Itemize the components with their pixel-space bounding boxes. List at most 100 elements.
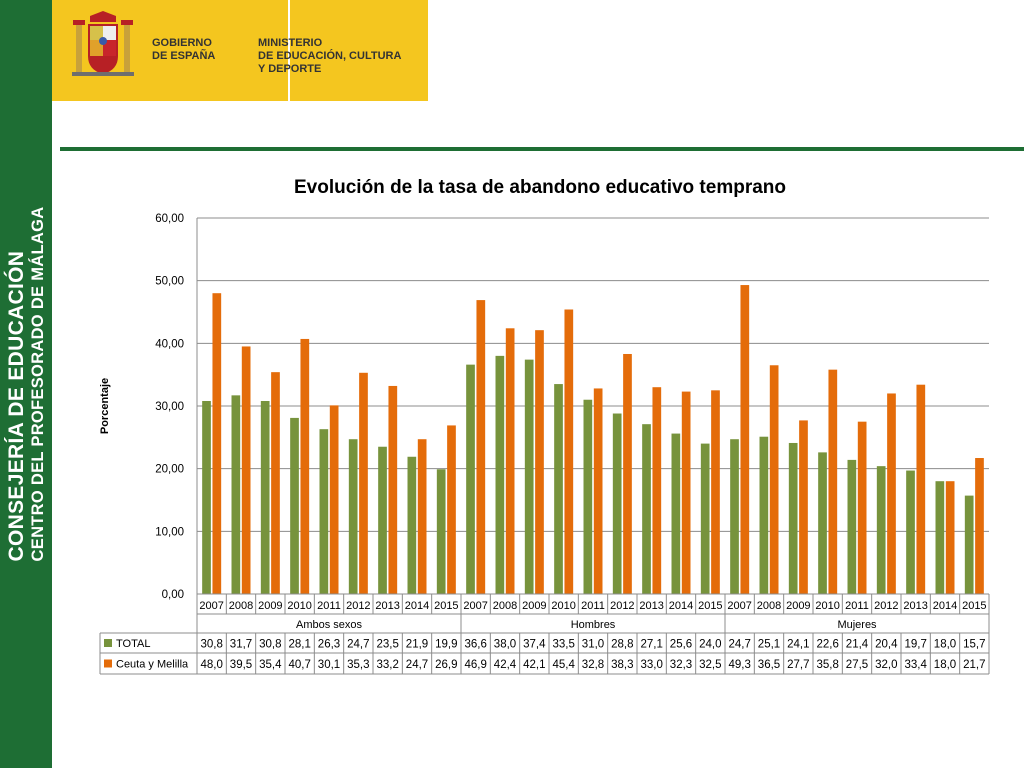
bar-ceuta-melilla <box>505 328 515 594</box>
bar-ceuta-melilla <box>828 369 838 594</box>
data-table-value: 21,4 <box>846 639 869 651</box>
bar-total <box>495 355 505 594</box>
bar-total <box>612 413 622 594</box>
bar-total <box>847 459 857 594</box>
y-tick-label: 30,00 <box>155 401 184 413</box>
data-table-value: 19,7 <box>904 639 926 651</box>
x-tick-label: 2009 <box>258 600 282 612</box>
bar-ceuta-melilla <box>212 293 222 594</box>
data-table-value: 42,1 <box>523 659 545 671</box>
data-table-value: 22,6 <box>816 639 838 651</box>
data-table-value: 33,2 <box>376 659 398 671</box>
data-table-value: 31,0 <box>582 639 604 651</box>
bar-total <box>700 443 710 594</box>
bar-ceuta-melilla <box>711 390 720 594</box>
data-table-value: 30,8 <box>259 639 281 651</box>
bar-total <box>378 446 387 594</box>
x-tick-label: 2008 <box>229 600 253 612</box>
legend-label: Ceuta y Melilla <box>116 659 189 671</box>
x-tick-label: 2015 <box>698 600 722 612</box>
bar-ceuta-melilla <box>447 425 456 594</box>
data-table-value: 25,1 <box>758 639 780 651</box>
bar-total <box>583 399 593 594</box>
government-logo-box: GOBIERNO DE ESPAÑA MINISTERIO DE EDUCACI… <box>52 0 428 101</box>
bar-ceuta-melilla <box>388 385 398 594</box>
bar-total <box>759 436 769 594</box>
x-tick-label: 2014 <box>669 600 693 612</box>
x-tick-label: 2010 <box>287 600 311 612</box>
x-tick-label: 2009 <box>786 600 810 612</box>
x-tick-label: 2008 <box>757 600 781 612</box>
data-table-value: 23,5 <box>376 639 398 651</box>
data-table-value: 27,7 <box>787 659 809 671</box>
data-table-value: 37,4 <box>523 639 546 651</box>
x-tick-label: 2012 <box>610 600 634 612</box>
y-tick-label: 0,00 <box>162 589 184 601</box>
bar-total <box>730 439 739 594</box>
header-rule <box>60 147 1024 151</box>
bar-total <box>407 456 417 594</box>
bar-total <box>906 470 915 594</box>
bar-ceuta-melilla <box>681 391 691 594</box>
bar-ceuta-melilla <box>945 481 955 594</box>
x-tick-label: 2012 <box>346 600 370 612</box>
data-table-value: 49,3 <box>728 659 750 671</box>
data-table-value: 26,9 <box>435 659 457 671</box>
bar-ceuta-melilla <box>799 420 808 594</box>
bar-total <box>554 384 563 594</box>
data-table-value: 48,0 <box>200 659 222 671</box>
data-table-value: 25,6 <box>670 639 692 651</box>
bar-ceuta-melilla <box>241 346 251 594</box>
data-table-value: 27,1 <box>640 639 662 651</box>
data-table-value: 38,0 <box>494 639 516 651</box>
y-tick-label: 10,00 <box>155 526 184 538</box>
bar-ceuta-melilla <box>975 458 984 594</box>
x-tick-label: 2015 <box>434 600 458 612</box>
data-table-value: 33,0 <box>640 659 662 671</box>
data-table-value: 24,1 <box>787 639 809 651</box>
bar-total <box>524 359 534 594</box>
bar-total <box>231 395 241 594</box>
bar-total <box>319 429 329 594</box>
data-table-value: 27,5 <box>846 659 868 671</box>
bar-total <box>935 481 945 594</box>
bar-ceuta-melilla <box>359 372 368 594</box>
data-table-value: 42,4 <box>494 659 517 671</box>
data-table-value: 35,8 <box>816 659 838 671</box>
data-table-value: 18,0 <box>934 659 956 671</box>
bar-total <box>202 400 211 594</box>
x-tick-label: 2011 <box>317 600 341 612</box>
data-table-value: 39,5 <box>230 659 252 671</box>
data-table-value: 15,7 <box>963 639 985 651</box>
legend-swatch <box>104 639 112 647</box>
bar-ceuta-melilla <box>857 421 867 594</box>
bar-total <box>964 495 974 594</box>
y-tick-label: 60,00 <box>155 213 184 225</box>
data-table-value: 32,8 <box>582 659 604 671</box>
side-banner: CONSEJERÍA DE EDUCACIÓN CENTRO DEL PROFE… <box>0 0 52 768</box>
data-table-value: 38,3 <box>611 659 633 671</box>
data-table-value: 36,5 <box>758 659 780 671</box>
bar-ceuta-melilla <box>535 330 544 594</box>
bar-ceuta-melilla <box>887 393 896 594</box>
bar-ceuta-melilla <box>769 365 779 594</box>
data-table-value: 46,9 <box>464 659 486 671</box>
x-tick-label: 2010 <box>551 600 575 612</box>
data-table-value: 40,7 <box>288 659 310 671</box>
bar-ceuta-melilla <box>329 405 339 594</box>
data-table-value: 31,7 <box>230 639 252 651</box>
data-table-value: 24,7 <box>728 639 750 651</box>
bar-ceuta-melilla <box>593 388 603 594</box>
bar-ceuta-melilla <box>564 309 574 594</box>
government-label: GOBIERNO DE ESPAÑA <box>152 37 216 62</box>
data-table-value: 28,1 <box>288 639 310 651</box>
data-table-value: 33,4 <box>904 659 927 671</box>
x-tick-label: 2011 <box>581 600 605 612</box>
bar-total <box>671 433 681 594</box>
data-table-value: 32,5 <box>699 659 721 671</box>
data-table-value: 32,3 <box>670 659 692 671</box>
coat-of-arms-icon <box>72 11 134 76</box>
x-tick-label: 2014 <box>933 600 957 612</box>
y-tick-label: 50,00 <box>155 276 184 288</box>
